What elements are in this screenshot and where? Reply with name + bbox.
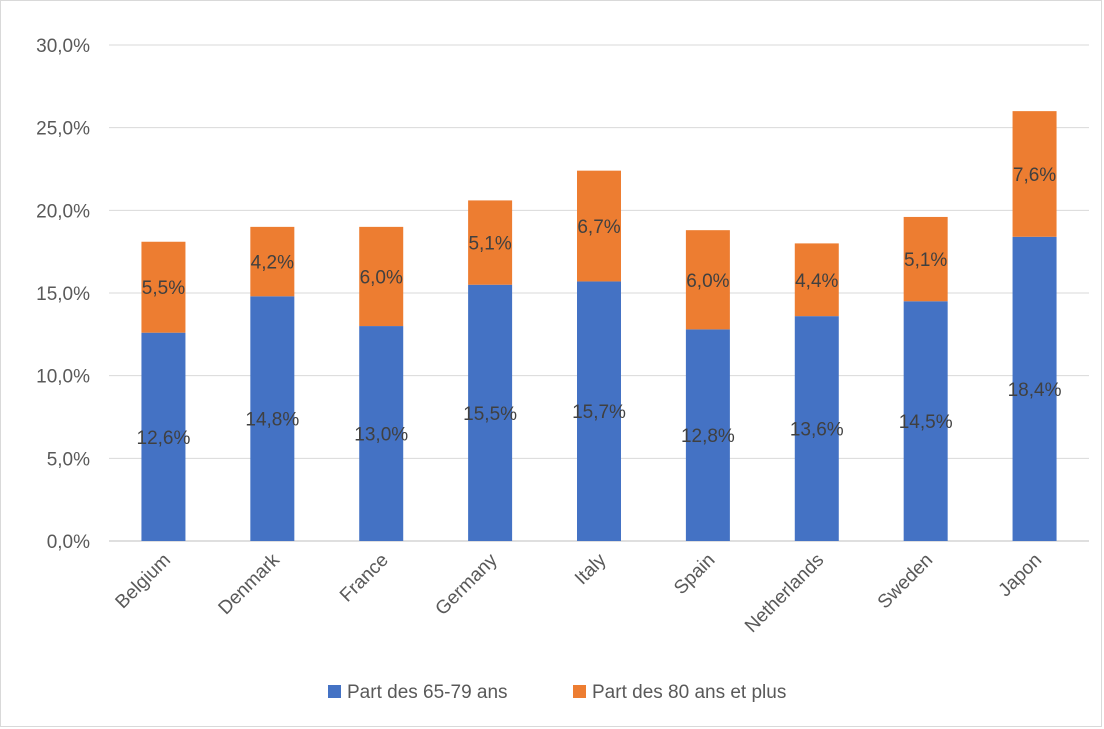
data-label: 18,4% [1008,380,1062,401]
data-label: 13,0% [354,425,408,446]
bar-segment-80-plus [1012,111,1057,237]
y-tick-label: 5,0% [47,449,90,470]
bar-segment-65-79 [903,301,948,541]
legend-label: Part des 80 ans et plus [592,682,786,703]
data-label: 5,5% [142,278,185,299]
data-label: 6,0% [686,271,729,292]
x-tick-label: Sweden [874,550,937,613]
bar-segment-80-plus [794,243,839,317]
bar-segment-80-plus [141,241,186,333]
bar-segment-65-79 [577,281,621,541]
data-label: 6,0% [360,267,403,288]
bar-segment-65-79 [794,316,839,541]
data-label: 14,5% [899,412,953,433]
bars [141,111,1057,541]
x-axis-ticks: Belgium Denmark France Germany Italy Spain Net… [112,549,1047,637]
x-tick-label: Belgium [112,550,175,613]
x-tick-label: France [336,550,393,607]
data-label: 15,7% [572,402,626,423]
y-tick-label: 15,0% [36,284,90,305]
legend-swatch [328,685,341,698]
y-tick-label: 20,0% [36,201,90,222]
data-label: 4,4% [795,271,838,292]
data-label: 14,8% [245,410,299,431]
x-tick-label: Netherlands [741,550,828,637]
y-tick-label: 10,0% [36,367,90,388]
bar-segment-65-79 [359,326,404,541]
x-tick-label: Italy [571,549,611,589]
data-label: 12,6% [137,428,191,449]
y-tick-label: 25,0% [36,119,90,140]
data-label: 12,8% [681,426,735,447]
y-tick-label: 30,0% [36,36,90,57]
bar-segment-80-plus [903,216,948,302]
data-label: 6,7% [577,217,620,238]
bar-segment-65-79 [1012,236,1057,541]
x-tick-label: Germany [432,549,502,619]
bar-segment-80-plus [359,226,404,327]
bar-segment-65-79 [685,329,730,541]
x-tick-label: Denmark [215,549,285,619]
bar-segment-80-plus [468,200,513,285]
x-tick-label: Japon [995,550,1046,601]
bar-segment-65-79 [250,296,295,541]
data-label: 13,6% [790,420,844,441]
y-tick-label: 0,0% [47,532,90,553]
bar-segment-65-79 [468,284,513,541]
data-labels: 12,6% 5,5% 14,8% 4,2% 13,0% 6,0% 15,5% 5,1% 15,7… [137,165,1062,449]
data-label: 15,5% [463,404,517,425]
data-label: 5,1% [904,250,947,271]
data-label: 7,6% [1013,165,1056,186]
bar-segment-65-79 [141,332,186,541]
bar-segment-80-plus [685,230,730,330]
legend-label: Part des 65-79 ans [347,682,508,703]
data-label: 4,2% [251,253,294,274]
x-tick-label: Spain [670,550,719,599]
legend: Part des 65-79 ans Part des 80 ans et plu… [328,682,786,703]
y-axis-ticks: 0,0% 5,0% 10,0% 15,0% 20,0% 25,0% 30,0% [36,36,90,553]
legend-swatch [573,685,586,698]
bar-segment-80-plus [577,170,621,282]
bar-segment-80-plus [250,226,295,297]
data-label: 5,1% [468,234,511,255]
